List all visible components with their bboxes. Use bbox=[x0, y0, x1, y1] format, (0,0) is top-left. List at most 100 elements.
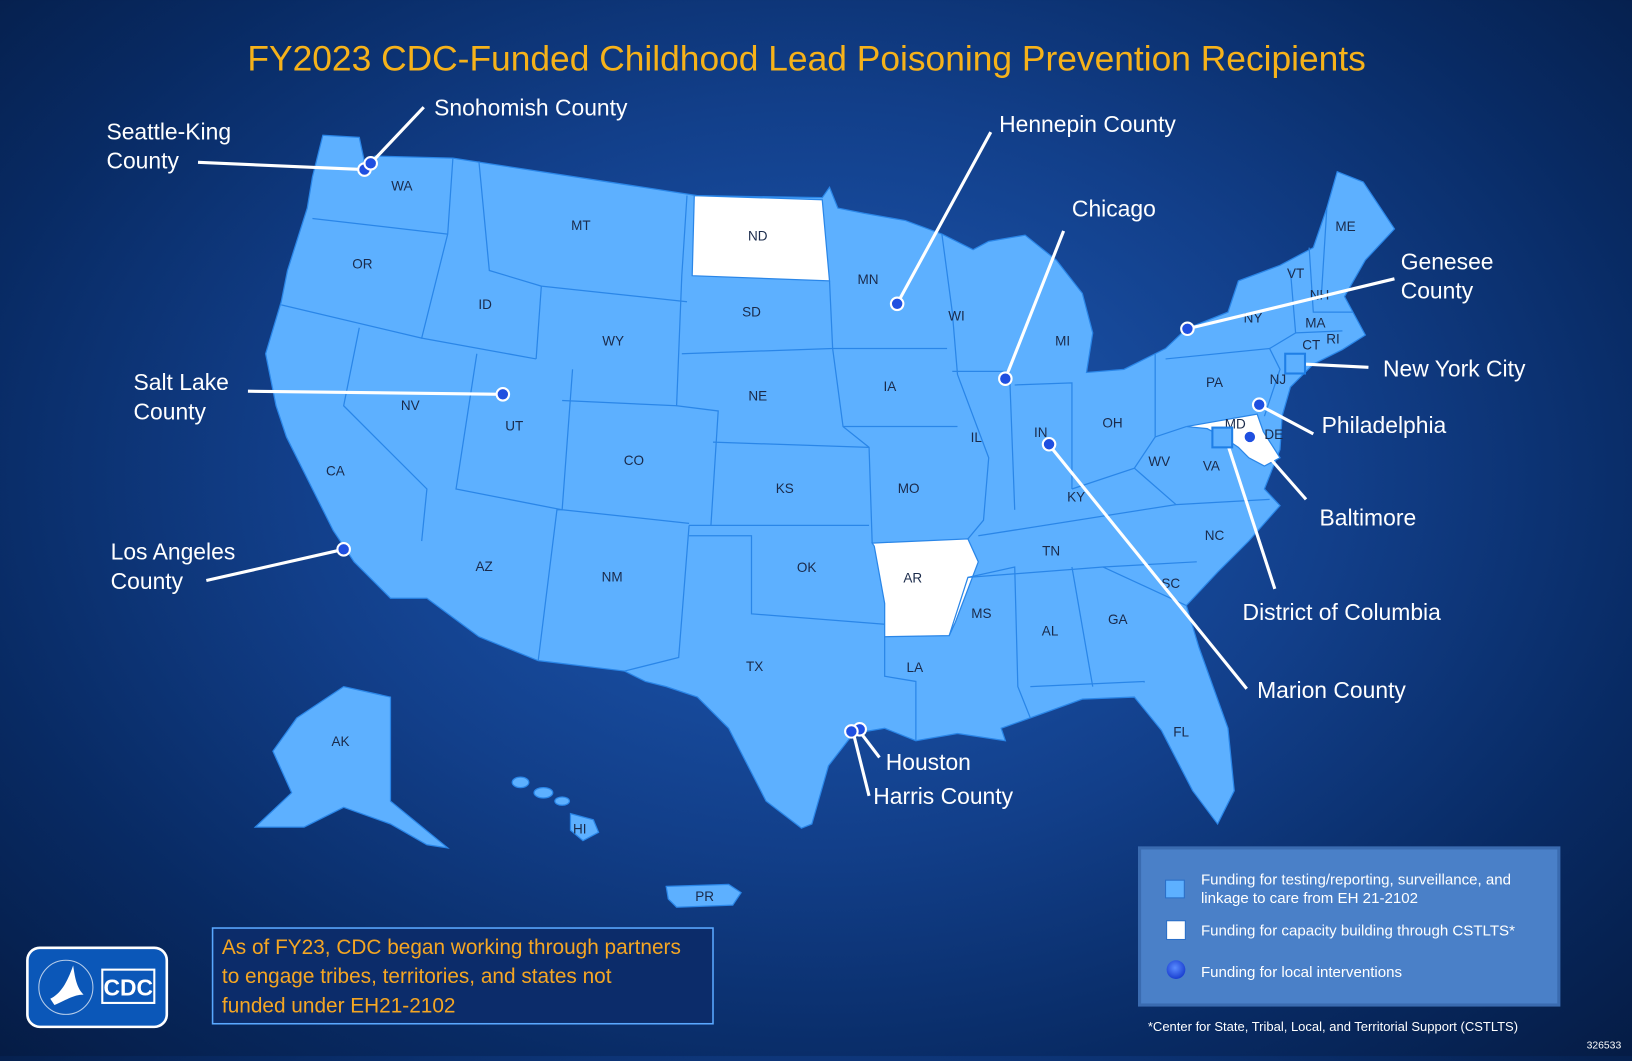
label-los-angeles: Los Angeles bbox=[111, 539, 236, 565]
text-label: OH bbox=[1102, 416, 1122, 431]
text-label: CT bbox=[1302, 338, 1320, 353]
label-seattle-king: Seattle-King bbox=[106, 118, 231, 144]
text-label: NV bbox=[401, 398, 420, 413]
text-label: KY bbox=[1067, 489, 1085, 504]
text-label: MA bbox=[1305, 316, 1325, 331]
text-label: WY bbox=[602, 333, 624, 348]
text-label: NM bbox=[602, 570, 623, 585]
text-label: ME bbox=[1335, 219, 1355, 234]
text-label: TX bbox=[746, 659, 763, 674]
text-label: WA bbox=[391, 178, 412, 193]
label-baltimore: Baltimore bbox=[1320, 504, 1417, 530]
marker-philadelphia bbox=[1251, 397, 1267, 412]
text-label: WI bbox=[948, 308, 965, 323]
text-label: FL bbox=[1173, 725, 1189, 740]
label-salt-lake: Salt Lake bbox=[134, 369, 229, 395]
marker-chicago bbox=[998, 371, 1013, 386]
text-label: HI bbox=[573, 821, 587, 836]
label-genesee: Genesee bbox=[1401, 248, 1494, 274]
text-label: Funding for local interventions bbox=[1201, 964, 1402, 981]
text-label: AL bbox=[1042, 624, 1059, 639]
label-harris: Harris County bbox=[873, 783, 1013, 809]
text-label: AZ bbox=[475, 559, 492, 574]
label-marion: Marion County bbox=[1257, 677, 1406, 703]
hhs-eagle-icon bbox=[38, 959, 94, 1015]
leader-lines bbox=[197, 106, 1395, 797]
label-hennepin: Hennepin County bbox=[999, 111, 1176, 137]
marker-district-of-columbia bbox=[1211, 426, 1234, 449]
state-borders bbox=[281, 158, 1353, 741]
cdc-logo: CDC bbox=[26, 946, 169, 1029]
text-label: As of FY23, CDC began working through pa… bbox=[222, 936, 681, 959]
text-label: ND bbox=[748, 228, 768, 243]
text-label: NE bbox=[748, 389, 767, 404]
lower-48-landmass bbox=[264, 134, 1396, 829]
text-label: IL bbox=[971, 430, 983, 445]
text-label: County bbox=[1401, 278, 1474, 304]
legend: Funding for testing/reporting, surveilla… bbox=[1138, 846, 1561, 1007]
text-label: IN bbox=[1034, 425, 1048, 440]
text-label: to engage tribes, territories, and state… bbox=[222, 965, 612, 988]
marker-salt-lake bbox=[495, 387, 511, 402]
alaska bbox=[253, 685, 450, 849]
label-snohomish: Snohomish County bbox=[434, 94, 628, 120]
text-label: funded under EH21-2102 bbox=[222, 994, 456, 1017]
text-label: NJ bbox=[1270, 372, 1287, 387]
text-label: NC bbox=[1205, 528, 1225, 543]
text-label: TN bbox=[1042, 544, 1060, 559]
marker-harris bbox=[844, 724, 859, 739]
label-houston: Houston bbox=[886, 749, 971, 775]
marker-los-angeles bbox=[336, 542, 351, 557]
text-label: WV bbox=[1148, 454, 1170, 469]
marker-new-york-city bbox=[1284, 352, 1307, 375]
text-label: OK bbox=[797, 560, 817, 575]
state-labels: WA OR CA ID NV MT WY UT AZ CO NM ND SD N… bbox=[326, 178, 1356, 904]
text-label: Funding for testing/reporting, surveilla… bbox=[1201, 871, 1511, 888]
label-philadelphia: Philadelphia bbox=[1322, 412, 1447, 438]
text-label: MT bbox=[571, 218, 591, 233]
text-label: CA bbox=[326, 463, 345, 478]
note-box: As of FY23, CDC began working through pa… bbox=[211, 927, 714, 1025]
text-label: IA bbox=[883, 379, 896, 394]
text-label: VT bbox=[1287, 266, 1304, 281]
image-id: 326533 bbox=[1587, 1041, 1622, 1052]
marker-marion bbox=[1041, 436, 1057, 452]
text-label: GA bbox=[1108, 612, 1128, 627]
page-title: FY2023 CDC-Funded Childhood Lead Poisoni… bbox=[247, 40, 1365, 79]
text-label: AR bbox=[903, 571, 922, 586]
legend-swatch-funded bbox=[1165, 879, 1185, 899]
text-label: MI bbox=[1055, 333, 1070, 348]
text-label: MO bbox=[898, 481, 920, 496]
marker-genesee bbox=[1180, 321, 1195, 337]
text-label: MN bbox=[858, 272, 879, 287]
hawaii bbox=[511, 776, 600, 842]
text-label: County bbox=[106, 148, 179, 174]
text-label: RI bbox=[1326, 331, 1340, 346]
text-label: Funding for capacity building through CS… bbox=[1201, 922, 1515, 939]
text-label: LA bbox=[907, 660, 924, 675]
marker-hennepin bbox=[889, 296, 905, 312]
recipient-labels: Seattle-King County Snohomish County Hen… bbox=[106, 94, 1526, 809]
text-label: UT bbox=[505, 419, 523, 434]
text-label: CO bbox=[624, 453, 644, 468]
text-label: linkage to care from EH 21-2102 bbox=[1201, 890, 1418, 907]
text-label: CDC bbox=[104, 975, 154, 1001]
label-district-of-columbia: District of Columbia bbox=[1243, 599, 1442, 625]
label-chicago: Chicago bbox=[1072, 195, 1156, 221]
text-label: County bbox=[111, 568, 184, 594]
legend-footnote: *Center for State, Tribal, Local, and Te… bbox=[1148, 1019, 1518, 1034]
text-label: VA bbox=[1203, 458, 1220, 473]
text-label: OR bbox=[352, 256, 373, 271]
label-new-york-city: New York City bbox=[1383, 356, 1526, 382]
text-label: AK bbox=[332, 734, 350, 749]
text-label: PA bbox=[1206, 375, 1223, 390]
text-label: PR bbox=[695, 889, 714, 904]
text-label: KS bbox=[776, 481, 794, 496]
marker-baltimore bbox=[1242, 429, 1258, 445]
text-label: DE bbox=[1264, 427, 1283, 442]
text-label: ID bbox=[478, 297, 492, 312]
legend-swatch-capacity bbox=[1166, 920, 1186, 940]
text-label: County bbox=[134, 398, 207, 424]
